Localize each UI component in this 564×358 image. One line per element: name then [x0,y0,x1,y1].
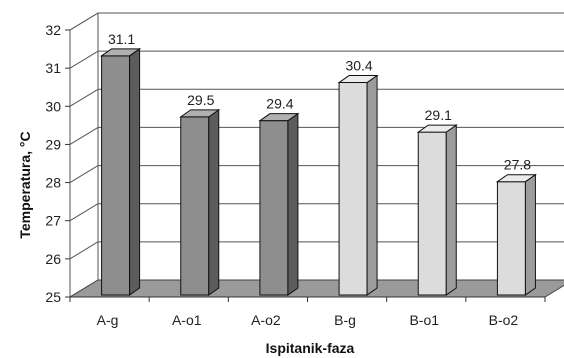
y-axis-title: Temperatura, °C [17,131,33,238]
chart-walls [69,12,564,297]
bar [258,112,300,296]
y-tick-label: 28 [45,175,61,191]
y-tick-label: 25 [45,289,61,305]
bars [99,47,538,296]
x-tick-label: B-o1 [409,312,439,328]
bar-front [259,120,289,296]
y-tick-label: 27 [45,213,61,229]
data-label: 31.1 [108,31,135,47]
y-tick-label: 29 [45,136,61,152]
bar-side [129,47,141,296]
x-tick-label: A-g [97,312,119,328]
bar-top [495,174,538,183]
y-tick-label: 26 [45,251,61,267]
gridline-left [69,50,99,69]
bar [179,108,221,296]
x-tick-labels: A-g A-o1 A-o2 B-g B-o1 B-o2 [69,296,546,328]
bar [337,74,379,296]
x-tick-label: B-o2 [489,312,519,328]
bar-front [101,55,131,296]
bar-side [366,74,378,296]
x-axis-title: Ispitanik-faza [266,340,355,356]
left-wall-edge [69,12,99,297]
gridline-left [69,12,99,31]
bar-front [496,181,526,296]
bar-side [524,173,536,296]
gridlines [65,12,564,298]
bar [416,124,458,296]
bar [99,47,142,296]
y-tick-label: 32 [45,22,61,38]
data-label: 29.1 [425,107,452,123]
bar-top [179,109,221,118]
data-label: 27.8 [504,157,531,173]
gridline-left [69,241,99,260]
bar-side [208,108,220,296]
bar-front [338,82,368,296]
x-tick-label: A-o1 [172,312,202,328]
bar-top [99,48,142,57]
bar-side [287,112,299,296]
gridline-left [69,203,99,222]
x-tick-label: B-g [334,312,356,328]
y-tick-label: 30 [45,98,61,114]
data-label: 29.4 [266,96,293,112]
bar-top [337,75,379,84]
bar-front [417,131,447,296]
data-label: 30.4 [345,58,372,74]
gridline-left [69,127,99,145]
bar-front [180,116,210,296]
y-tick-labels: 25 26 27 28 29 30 31 32 [45,22,61,305]
bar [495,173,538,296]
bar-top [258,113,300,122]
chart-floor [68,279,564,298]
gridline-left [69,165,99,183]
x-tick-label: A-o2 [251,312,281,328]
data-label: 29.5 [187,92,214,108]
floor-plane [68,279,564,298]
bar-side [445,124,457,296]
y-tick-label: 31 [45,60,61,76]
bar-top [416,124,458,133]
gridline-left [69,88,99,107]
data-labels: 31.1 29.5 29.4 30.4 29.1 27.8 [108,31,531,173]
back-wall-frame [97,12,564,281]
